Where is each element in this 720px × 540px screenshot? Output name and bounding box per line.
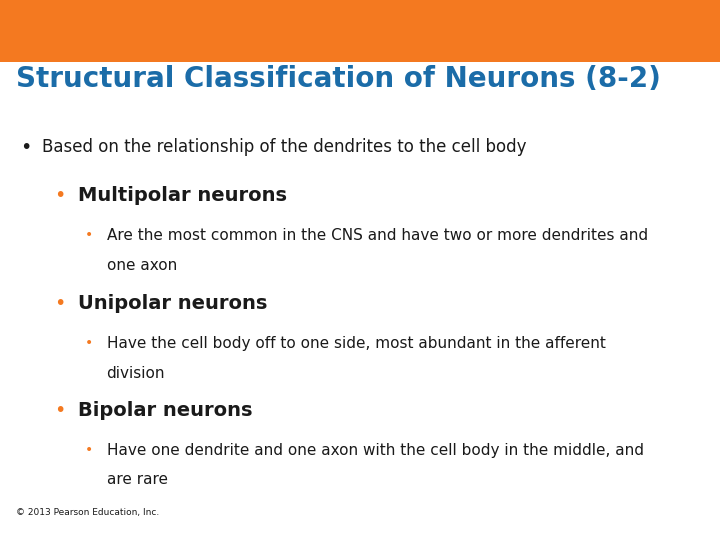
Text: Based on the relationship of the dendrites to the cell body: Based on the relationship of the dendrit… [42,138,526,156]
Text: •: • [54,294,66,313]
Text: are rare: are rare [107,472,168,488]
Text: •: • [20,138,32,157]
Text: division: division [107,366,165,381]
Text: Unipolar neurons: Unipolar neurons [78,294,267,313]
Text: •: • [85,443,93,457]
Text: © 2013 Pearson Education, Inc.: © 2013 Pearson Education, Inc. [16,508,159,517]
Text: •: • [85,228,93,242]
FancyBboxPatch shape [0,0,720,62]
Text: Are the most common in the CNS and have two or more dendrites and: Are the most common in the CNS and have … [107,228,648,243]
Text: Multipolar neurons: Multipolar neurons [78,186,287,205]
Text: Structural Classification of Neurons (8-2): Structural Classification of Neurons (8-… [16,65,661,93]
Text: Bipolar neurons: Bipolar neurons [78,401,252,420]
Text: Have the cell body off to one side, most abundant in the afferent: Have the cell body off to one side, most… [107,336,606,351]
Text: Have one dendrite and one axon with the cell body in the middle, and: Have one dendrite and one axon with the … [107,443,644,458]
Text: •: • [54,401,66,420]
Text: •: • [85,336,93,350]
Text: one axon: one axon [107,258,177,273]
Text: •: • [54,186,66,205]
